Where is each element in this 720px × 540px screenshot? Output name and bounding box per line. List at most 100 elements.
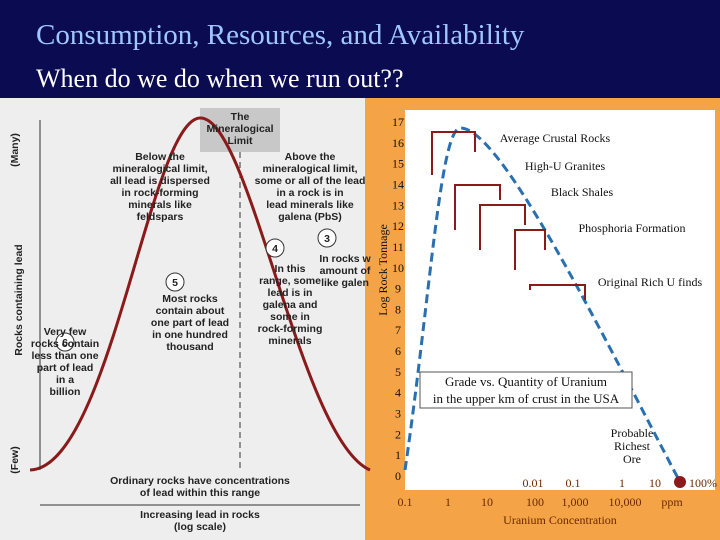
above-limit-text: Above the [285, 151, 336, 163]
bell-curve [29, 116, 371, 472]
x-axis-label: Increasing lead in rocks [140, 509, 260, 521]
y-top: (Many) [9, 133, 21, 167]
x-tick-ppm: 0.1 [398, 495, 413, 509]
x-tick-ppm: 10,000 [609, 495, 642, 509]
callout-text: part of lead [37, 362, 94, 374]
note-text: in the upper km of crust in the USA [433, 391, 620, 406]
y-tick-label: 12 [392, 219, 404, 233]
callout-text: minerals [268, 335, 311, 347]
y-tick-label: 1 [395, 448, 401, 462]
callout-circle [165, 272, 185, 292]
y-tick-label: 5 [395, 365, 401, 379]
series-label: Average Crustal Rocks [500, 131, 611, 145]
below-limit-text: mineralogical limit, [112, 163, 207, 175]
callout-text: In rocks w [319, 253, 371, 265]
y-axis-label: Log Rock Tonnage [376, 224, 390, 316]
y-tick-label: 3 [395, 407, 401, 421]
figure-title: Limit [227, 135, 253, 147]
callout-circle [317, 228, 337, 248]
x-tick-ppm: 1 [445, 495, 451, 509]
y-tick-label: 10 [392, 261, 404, 275]
callout-text: rock-forming [258, 323, 323, 335]
below-limit-text: feldspars [137, 211, 184, 223]
y-tick-label: 2 [395, 427, 401, 441]
y-tick-label: 4 [395, 386, 401, 400]
y-tick-label: 0 [395, 469, 401, 483]
left-figure [0, 98, 370, 540]
below-limit-text: all lead is dispersed [110, 175, 210, 187]
x-unit: ppm [661, 495, 683, 509]
above-limit-text: lead minerals like [266, 199, 354, 211]
callout-text: thousand [166, 341, 213, 353]
plot-area [405, 110, 715, 490]
below-limit-text: Below the [135, 151, 185, 163]
above-limit-text: in a rock is in [276, 187, 343, 199]
callout-text: in a [56, 374, 74, 386]
series-label: Phosphoria Formation [579, 221, 686, 235]
y-tick-label: 6 [395, 344, 401, 358]
callout-number: 6 [62, 337, 68, 349]
ore-label: Probable [611, 426, 654, 440]
callout-text: rocks contain [31, 338, 99, 350]
callout-text: contain about [156, 305, 225, 317]
callout-number: 5 [172, 277, 178, 289]
x-tick-percent: 0.1 [566, 476, 581, 490]
y-tick-label: 14 [392, 177, 404, 191]
series-label: Original Rich U finds [598, 275, 703, 289]
figure-title: Mineralogical [206, 123, 273, 135]
above-limit-text: some or all of the lead [255, 175, 366, 187]
callout-text: lead is in [268, 287, 313, 299]
tonnage-curve [403, 126, 682, 483]
x-tick-percent: 1 [619, 476, 625, 490]
above-limit-text: mineralogical limit, [262, 163, 357, 175]
callout-number: 3 [324, 233, 330, 245]
y-tick-label: 13 [392, 198, 404, 212]
note-box [419, 371, 633, 409]
callout-text: in one hundred [152, 329, 228, 341]
x-note: Ordinary rocks have concentrations [110, 475, 290, 487]
x-tick-percent: 100% [689, 476, 717, 490]
subtitle: When do we do when we run out?? [36, 64, 404, 93]
y-tick-label: 16 [392, 136, 404, 150]
y-axis-label: Rocks containing lead [13, 244, 25, 355]
y-bottom: (Few) [9, 446, 21, 473]
callout-text: Very few [44, 326, 87, 338]
x-note: of lead within this range [140, 487, 260, 499]
callout-text: one part of lead [151, 317, 229, 329]
y-tick-label: 7 [395, 323, 401, 337]
x-tick-percent: 10 [649, 476, 661, 490]
title: Consumption, Resources, and Availability [36, 19, 525, 51]
callout-text: Most rocks [162, 293, 218, 305]
note-text: Grade vs. Quantity of Uranium [445, 374, 607, 389]
callout-text: amount of [320, 265, 371, 277]
x-tick-ppm: 10 [481, 495, 493, 509]
callout-text: In this [275, 263, 306, 275]
figure-title: The [231, 111, 250, 123]
title-box [200, 108, 280, 152]
callout-text: some in [270, 311, 310, 323]
series-label: High-U Granites [525, 159, 606, 173]
callout-circle [55, 332, 75, 352]
x-axis-label: Uranium Concentration [503, 513, 617, 527]
x-tick-ppm: 1,000 [562, 495, 589, 509]
deposit-steps [431, 131, 586, 300]
x-tick-percent: 0.01 [523, 476, 544, 490]
y-tick-label: 9 [395, 282, 401, 296]
callout-text: like galen [321, 277, 369, 289]
callout-circle [265, 238, 285, 258]
callout-text: range, some [259, 275, 321, 287]
callout-text: less than one [31, 350, 98, 362]
x-tick-ppm: 100 [526, 495, 544, 509]
y-tick-label: 11 [392, 240, 404, 254]
above-limit-text: galena (PbS) [278, 211, 342, 223]
ore-point [674, 476, 686, 488]
callout-number: 4 [272, 243, 278, 255]
series-label: Black Shales [551, 185, 614, 199]
ore-label: Ore [623, 452, 641, 466]
y-tick-label: 15 [392, 157, 404, 171]
ore-label: Richest [614, 439, 651, 453]
below-limit-text: minerals like [128, 199, 192, 211]
x-axis-scale: (log scale) [174, 521, 226, 533]
